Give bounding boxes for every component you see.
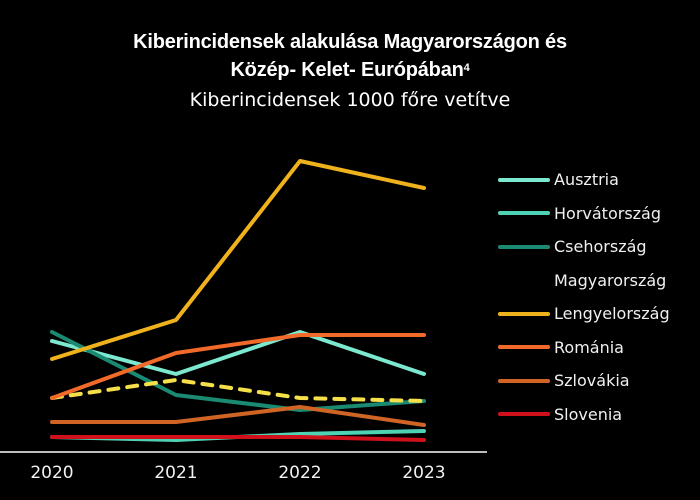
series-line-ausztria [50, 330, 426, 376]
legend-item: Ausztria [498, 163, 670, 197]
dashed-line-swatch-icon [498, 278, 550, 282]
legend-label: Ausztria [554, 170, 619, 190]
legend-label: Románia [554, 337, 624, 357]
legend-label: Szlovákia [554, 371, 630, 391]
series-line-szlovákia [50, 405, 426, 427]
series-line-slovenia [50, 435, 426, 442]
series-line-csehország [50, 330, 426, 412]
x-axis-ticks: 2020 2021 2022 2023 [30, 463, 445, 483]
line-swatch-icon [498, 244, 550, 249]
chart-title-block: Kiberincidensek alakulása Magyarországon… [0, 28, 700, 114]
line-swatch-icon [498, 345, 550, 350]
legend-item: Csehország [498, 230, 670, 264]
series-line-lengyelország [50, 159, 426, 361]
legend: Ausztria Horvátország Csehország Magyarorsz… [498, 163, 670, 431]
footnote-marker: 4 [463, 62, 470, 74]
line-swatch-icon [498, 412, 550, 417]
chart-title-line2-text: Közép- Kelet- Európában [230, 59, 464, 81]
series-layer [50, 159, 426, 442]
chart-subtitle: Kiberincidensek 1000 főre vetítve [189, 89, 511, 111]
legend-item: Románia [498, 331, 670, 365]
x-tick-label: 2023 [402, 463, 445, 483]
legend-label: Lengyelország [554, 304, 670, 324]
x-tick-label: 2021 [154, 463, 197, 483]
line-swatch-icon [498, 177, 550, 182]
x-tick-label: 2020 [30, 463, 73, 483]
series-line-románia [50, 333, 426, 400]
legend-label: Magyarország [554, 270, 667, 290]
x-tick-label: 2022 [278, 463, 321, 483]
legend-item: Magyarország [498, 264, 670, 298]
legend-label: Horvátország [554, 203, 662, 223]
line-swatch-icon [498, 378, 550, 383]
legend-item: Szlovákia [498, 364, 670, 398]
legend-item: Slovenia [498, 398, 670, 432]
legend-item: Lengyelország [498, 297, 670, 331]
chart-title-line1: Kiberincidensek alakulása Magyarországon… [133, 31, 567, 53]
line-swatch-icon [498, 211, 550, 216]
series-line-magyarország [50, 378, 426, 403]
chart-title-line2: Közép- Kelet- Európában4 [0, 56, 700, 84]
legend-label: Csehország [554, 237, 647, 257]
legend-label: Slovenia [554, 404, 623, 424]
line-swatch-icon [498, 311, 550, 316]
legend-item: Horvátország [498, 197, 670, 231]
